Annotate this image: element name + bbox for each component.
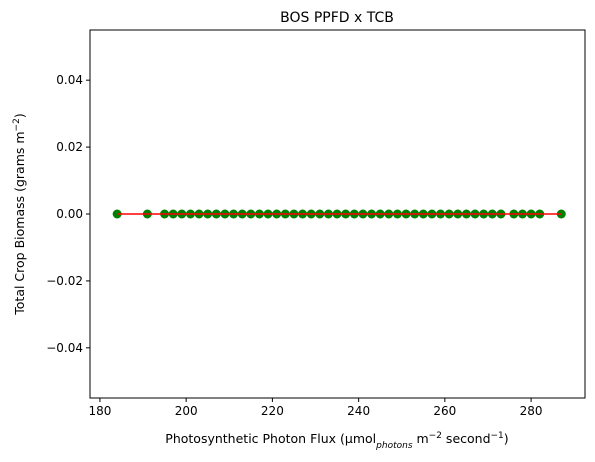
x-tick-label: 240 <box>347 404 370 418</box>
x-tick-label: 280 <box>520 404 543 418</box>
y-tick-label: −0.04 <box>46 341 83 355</box>
x-axis-label-second: second <box>442 431 491 446</box>
plot-area <box>112 209 566 219</box>
x-axis-label-second-sup: −1 <box>491 431 504 441</box>
x-tick-label: 200 <box>175 404 198 418</box>
y-axis-label-prefix: Total Crop Biomass (grams m <box>12 131 27 315</box>
x-axis-label: Photosynthetic Photon Flux (μmolphotons … <box>165 431 508 451</box>
y-tick-label: 0.04 <box>56 73 83 87</box>
y-axis-ticks: −0.04 −0.02 0.00 0.02 0.04 <box>46 73 90 355</box>
x-tick-label: 260 <box>433 404 456 418</box>
y-axis-label: Total Crop Biomass (grams m−2) <box>12 113 27 315</box>
y-tick-label: 0.02 <box>56 140 83 154</box>
x-axis-ticks: 180 200 220 240 260 280 <box>88 398 543 418</box>
x-tick-label: 180 <box>88 404 111 418</box>
plot-frame <box>89 29 586 399</box>
x-axis-label-prefix: Photosynthetic Photon Flux (μmol <box>165 431 376 446</box>
x-axis-label-unit: m <box>413 431 429 446</box>
x-axis-label-suffix: ) <box>504 431 509 446</box>
y-axis-label-sup: −2 <box>12 118 22 131</box>
x-tick-label: 220 <box>261 404 284 418</box>
x-axis-label-unit-sup: −2 <box>429 431 442 441</box>
y-axis-label-suffix: ) <box>12 113 27 118</box>
x-axis-label-sub: photons <box>375 441 413 451</box>
y-tick-label: −0.02 <box>46 274 83 288</box>
chart-title: BOS PPFD x TCB <box>280 10 394 26</box>
y-tick-label: 0.00 <box>56 207 83 221</box>
